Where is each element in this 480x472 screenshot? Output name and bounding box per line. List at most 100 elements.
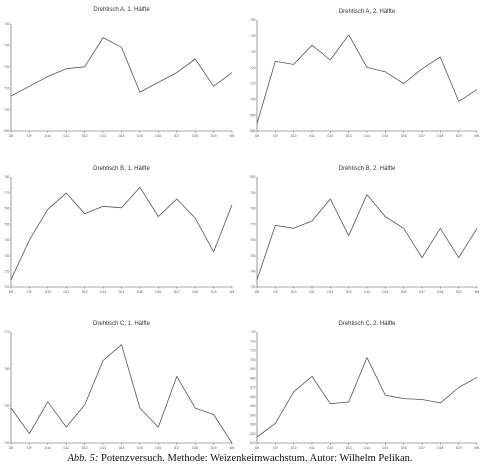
y-tick-label: 710 [4,285,10,289]
y-tick-label: 720 [250,339,256,343]
series-line-1 [256,194,478,280]
chart-panel-6: Drehtisch C, 2. Hälfte D8 D9 D10 D11 D12 D13 D1… [250,321,479,450]
x-tick-label: D18 [192,134,198,138]
y-tick-label: 660 [250,395,256,399]
y-tick-label: 740 [250,34,256,38]
x-tick-label: D17 [419,134,425,138]
chart-panel-3: Drehtisch B, 1. Hälfte D8 D9 D10 D11 D12 D13 D1… [4,166,234,294]
x-tick-label: D10 [45,446,51,450]
chart-panel-1: Drehtisch A, 1. Hälfte D8 D9 D10 D11 D12 D13 D1… [4,7,234,138]
x-tick-label: D19 [211,134,217,138]
x-tick-label: D13 [346,446,352,450]
x-tick-label: D12 [82,290,88,294]
y-tick-label: 740 [4,22,10,26]
series-line-1 [10,37,233,97]
y-tick-label: 750 [4,222,10,226]
y-tick-label: 770 [4,191,10,195]
x-tick-label: D16 [155,290,161,294]
y-tick-label: 720 [4,65,10,69]
x-tick-label: W4 [475,290,480,294]
x-tick-label: D17 [174,290,180,294]
chart-panel-4: Drehtisch B, 2. Hälfte D8 D9 D10 D11 D12 D13 D1… [250,166,479,294]
x-tick-label: D8 [9,290,13,294]
x-tick-label: D16 [155,134,161,138]
y-tick-label: 710 [250,349,256,353]
x-tick-label: D11 [63,446,69,450]
x-tick-label: D16 [401,290,407,294]
y-tick-label: 710 [4,86,10,90]
y-tick-label: 730 [4,44,10,48]
x-tick-label: W4 [230,290,235,294]
x-tick-label: D13 [100,446,106,450]
y-tick-label: 730 [250,330,256,334]
y-tick-label: 680 [250,376,256,380]
y-tick-label: 720 [250,66,256,70]
panel-title: Drehtisch A, 1. Hälfte [93,7,150,13]
figure-caption: Abb. 5: Potenzversuch. Methode: Weizenke… [0,453,480,464]
series-line-1 [10,344,233,444]
y-tick-label: 760 [4,207,10,211]
y-tick-label: 760 [4,367,10,371]
y-tick-label: 690 [4,129,10,133]
panel-title: Drehtisch B, 2. Hälfte [339,166,396,172]
y-tick-label: 620 [250,432,256,436]
x-tick-label: D9 [27,446,31,450]
y-tick-label: 690 [250,367,256,371]
x-tick-label: D10 [291,446,297,450]
y-tick-label: 610 [250,441,256,445]
x-tick-label: D13 [346,134,352,138]
x-tick-label: D9 [27,134,31,138]
panel-title: Drehtisch B, 1. Hälfte [93,166,150,172]
x-tick-label: D8 [9,134,13,138]
caption-text: Potenzversuch. Methode: Weizenkeimwachst… [101,453,413,464]
x-tick-label: D19 [456,290,462,294]
x-tick-label: D18 [437,134,443,138]
y-tick-label: 680 [250,129,256,133]
x-tick-label: D13 [100,134,106,138]
x-tick-label: D15 [137,446,143,450]
x-tick-label: D14 [119,134,125,138]
x-tick-label: D11 [309,290,315,294]
x-tick-label: D15 [382,290,388,294]
y-tick-label: 760 [250,238,256,242]
y-tick-label: 650 [250,404,256,408]
x-tick-label: D12 [327,290,333,294]
y-tick-label: 730 [250,285,256,289]
y-tick-label: 630 [250,423,256,427]
x-tick-label: D10 [45,134,51,138]
caption-prefix: Abb. 5: [67,453,99,464]
x-tick-label: D10 [45,290,51,294]
x-tick-label: D17 [419,290,425,294]
x-tick-label: D16 [155,446,161,450]
y-tick-label: 770 [4,330,10,334]
y-tick-label: 750 [250,254,256,258]
y-tick-label: 740 [250,269,256,273]
x-tick-label: D19 [211,446,217,450]
x-tick-label: D14 [364,446,370,450]
x-tick-label: D8 [255,134,259,138]
x-tick-label: D15 [382,134,388,138]
x-tick-label: D17 [419,446,425,450]
series-line-1 [10,186,233,280]
y-tick-label: 670 [250,386,256,390]
x-tick-label: D10 [291,290,297,294]
x-tick-label: D18 [192,290,198,294]
y-tick-label: 710 [250,82,256,86]
x-tick-label: D18 [437,290,443,294]
series-line-1 [256,357,478,438]
x-tick-label: D16 [401,446,407,450]
x-tick-label: D15 [137,290,143,294]
x-tick-label: D14 [119,290,125,294]
x-tick-label: D8 [9,446,13,450]
x-tick-label: D15 [137,134,143,138]
x-tick-label: D15 [382,446,388,450]
x-tick-label: D14 [364,134,370,138]
x-tick-label: D8 [255,290,259,294]
x-tick-label: D12 [82,134,88,138]
y-tick-label: 730 [4,254,10,258]
x-tick-label: D16 [401,134,407,138]
panel-title: Drehtisch A, 2. Hälfte [339,9,396,15]
y-tick-label: 750 [4,404,10,408]
x-tick-label: D18 [192,446,198,450]
